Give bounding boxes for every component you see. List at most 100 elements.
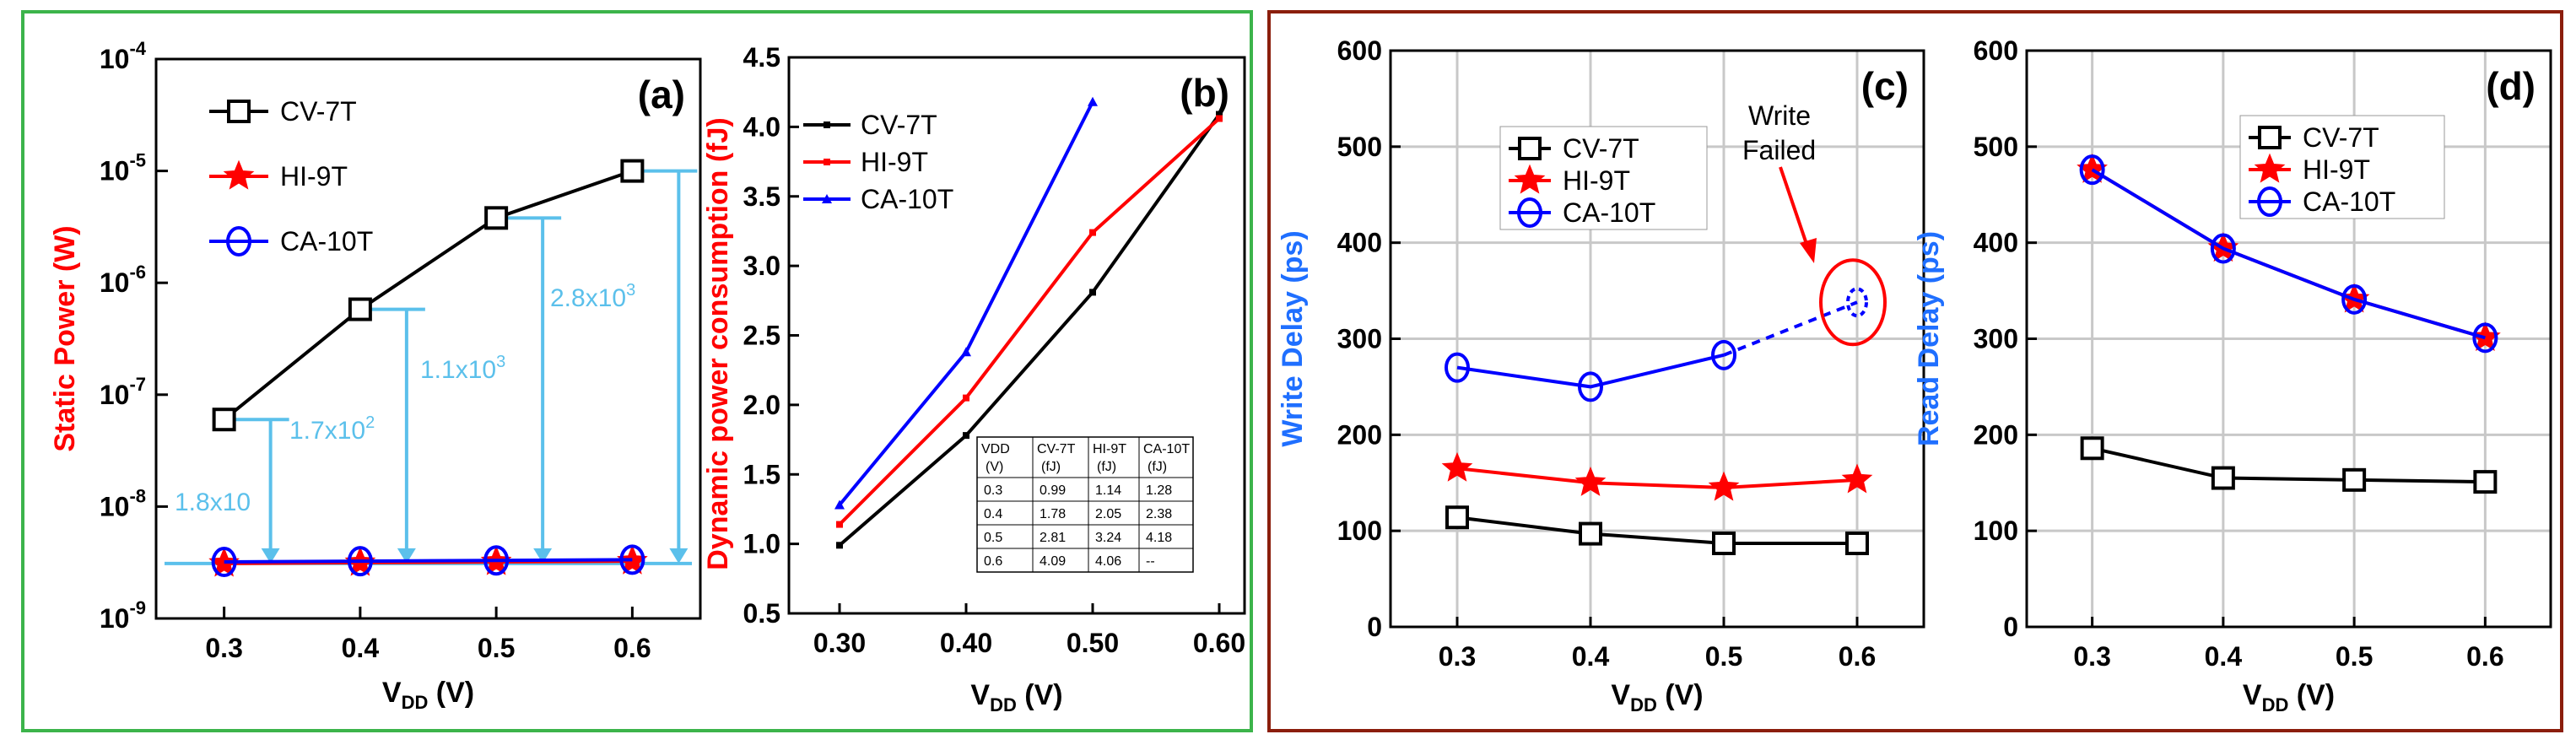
a-x-tick-label-0: 0.3 [205,633,242,663]
c-y-tick-label-5: 500 [1337,132,1382,162]
b-legend-label-1: HI-9T [861,147,928,177]
c-point-2-0 [1445,352,1470,383]
b-table-header-1: CV-7T [1037,442,1076,456]
b-y-tick-label-7: 4.0 [743,111,780,142]
c-point-0-2 [1712,531,1736,555]
d-point-0-3 [2473,470,2498,494]
b-legend-marker-0 [824,121,830,128]
d-panel-tag: (d) [2486,64,2535,108]
c-point-2-3 [1846,287,1868,318]
right-panel-frame [1267,10,2563,732]
d-y-tick-label-4: 400 [1974,228,2018,258]
a-annotation-label-1: 1.7x102 [289,413,375,445]
b-y-tick-label-2: 1.5 [743,459,780,489]
b-table-cell-3-1: 4.09 [1040,554,1066,569]
b-point-0-3 [1216,111,1223,118]
c-legend-marker-0 [1518,137,1542,160]
a-annotation-label-3: 2.8x103 [550,281,635,312]
c-legend-label-1: HI-9T [1563,165,1630,196]
d-legend-marker-0 [2258,126,2282,149]
c-x-tick-label-3: 0.6 [1839,641,1876,672]
b-table-cell-2-2: 3.24 [1095,531,1121,545]
b-table-cell-1-1: 1.78 [1040,507,1066,521]
b-point-1-1 [963,394,969,402]
b-series-line-1 [838,117,1221,526]
d-point-2-2 [2341,283,2368,315]
a-y-tick-label-3: 10-6 [100,262,146,298]
b-table-frame [976,436,1194,573]
a-annotation-arrowhead-3 [669,548,689,564]
d-point-2-0 [2079,154,2105,186]
b-table-cell-1-0: 0.4 [984,507,1002,521]
c-point-1-2 [1708,471,1740,501]
d-series-line-2 [2091,168,2486,340]
b-legend-marker-1 [824,159,830,165]
b-table-cell-0-2: 1.14 [1095,483,1121,498]
c-write-failed-label-2: Failed [1742,135,1816,165]
b-y-tick-label-6: 3.5 [743,181,780,212]
d-point-0-1 [2211,466,2235,490]
b-table-header-2: HI-9T [1093,442,1126,456]
c-point-0-1 [1579,521,1602,546]
b-table-cell-0-1: 0.99 [1040,483,1066,498]
b-table-cell-2-3: 4.18 [1146,531,1172,545]
b-y-tick-label-8: 4.5 [743,42,780,73]
b-point-0-1 [963,432,969,440]
a-point-0-0 [212,408,236,432]
d-plot-frame [2025,49,2552,629]
b-point-2-1 [961,347,971,357]
a-plot-frame [154,57,702,620]
a-x-tick-label-2: 0.5 [478,633,515,663]
a-point-0-3 [620,159,645,183]
d-y-tick-label-3: 300 [1974,324,2018,354]
c-y-tick-label-1: 100 [1337,516,1382,546]
c-series-line-2 [1456,353,1725,389]
c-point-1-3 [1841,463,1873,494]
c-y-tick-label-4: 400 [1337,228,1382,258]
a-point-2-3 [619,544,645,575]
b-table-cell-0-0: 0.3 [984,483,1002,498]
d-point-0-0 [2080,436,2104,461]
a-panel-tag: (a) [638,73,685,116]
a-annotation-arrowhead-0 [261,548,280,564]
b-series-line-0 [838,113,1221,547]
b-table-cell-0-3: 1.28 [1146,483,1172,498]
c-write-failed-label-1: Write [1748,100,1811,131]
d-series-line-0 [2092,446,2486,484]
c-x-tick-label-1: 0.4 [1572,641,1610,672]
c-legend-marker-1 [1514,164,1546,194]
b-y-axis-label: Dynamic power consumption (fJ) [702,117,734,570]
b-table-header-unit-2: (fJ) [1097,460,1116,474]
b-x-axis-label: VDD (V) [970,679,1062,715]
a-legend-label-0: CV-7T [280,96,357,127]
a-y-tick-label-1: 10-8 [100,485,146,521]
d-y-tick-label-2: 200 [1974,419,2018,450]
a-point-0-2 [484,206,509,230]
a-annotation-arrowhead-2 [533,548,553,564]
d-x-tick-label-3: 0.6 [2466,641,2503,672]
b-point-0-0 [836,542,843,549]
d-y-tick-label-5: 500 [1974,132,2018,162]
c-point-1-1 [1574,466,1607,496]
d-legend-marker-1 [2254,153,2286,183]
a-series-line-0 [223,169,634,421]
a-y-tick-label-5: 10-4 [100,38,147,74]
b-table-header-unit-3: (fJ) [1148,460,1167,474]
c-y-tick-label-2: 200 [1337,419,1382,450]
c-x-tick-label-2: 0.5 [1705,641,1742,672]
a-annotation-arrowhead-1 [397,548,416,564]
b-legend-label-2: CA-10T [861,184,953,214]
d-x-tick-label-2: 0.5 [2336,641,2373,672]
c-series-line-0 [1456,516,1857,545]
b-x-tick-label-2: 0.50 [1067,628,1119,658]
b-point-2-2 [1088,96,1098,106]
d-point-2-1 [2210,233,2236,264]
b-table-header-unit-0: (V) [986,460,1003,474]
d-x-axis-label: VDD (V) [2243,679,2335,715]
c-legend-label-2: CA-10T [1563,197,1655,228]
a-annotation-label-0: 1.8x10 [175,489,251,516]
b-table-cell-2-0: 0.5 [984,531,1002,545]
a-x-tick-label-1: 0.4 [342,633,380,663]
b-table-cell-3-2: 4.06 [1095,554,1121,569]
